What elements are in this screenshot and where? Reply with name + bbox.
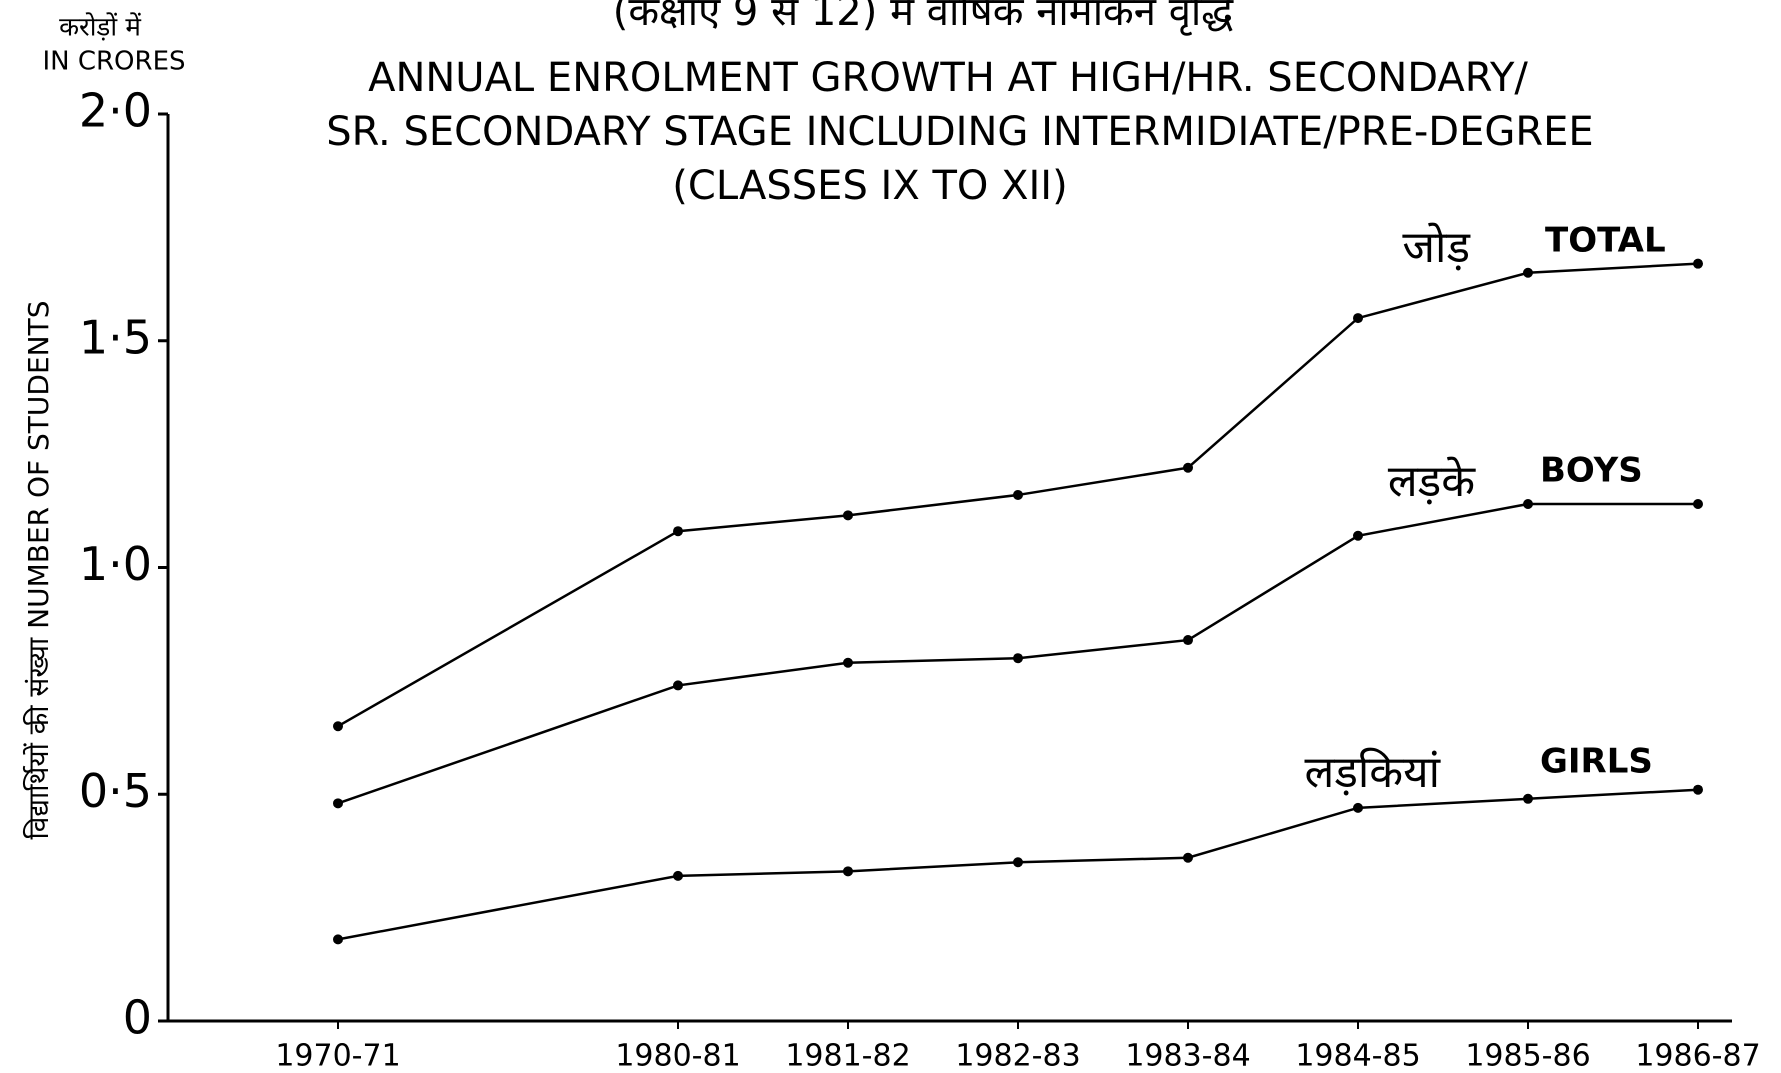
line bbox=[337, 788, 1699, 941]
point bbox=[1523, 499, 1533, 510]
x-tick-label: 1982-83 bbox=[955, 1039, 1080, 1073]
x-tick-label: 1980-81 bbox=[615, 1039, 740, 1073]
point bbox=[1183, 635, 1193, 646]
x-tick-label: 1981-82 bbox=[785, 1039, 910, 1073]
point bbox=[1693, 784, 1703, 795]
chart-title-hindi: (कक्षाएं 9 से 12) में वार्षिक नामांकन वृ… bbox=[613, 0, 1235, 36]
point bbox=[1693, 258, 1703, 269]
series-label: GIRLS bbox=[1540, 742, 1653, 782]
series-label-hindi: लड़के bbox=[1388, 456, 1476, 507]
point bbox=[1013, 857, 1023, 868]
chart-title: SR. SECONDARY STAGE INCLUDING INTERMIDIA… bbox=[326, 109, 1593, 155]
x-tick-label: 1985-86 bbox=[1465, 1039, 1590, 1073]
y-tick-label: 2·0 bbox=[79, 84, 152, 138]
series-label: TOTAL bbox=[1545, 221, 1666, 261]
line bbox=[337, 262, 1699, 728]
point bbox=[333, 798, 343, 809]
point bbox=[1013, 653, 1023, 664]
point bbox=[1353, 530, 1363, 541]
x-tick-label: 1984-85 bbox=[1295, 1039, 1420, 1073]
point bbox=[1353, 313, 1363, 324]
series-label-hindi: लड़कियां bbox=[1305, 747, 1442, 798]
chart-title: (CLASSES IX TO XII) bbox=[672, 163, 1067, 209]
y-axis-label: विद्यार्थियों की संख्या NUMBER OF STUDEN… bbox=[22, 301, 55, 840]
series-label: BOYS bbox=[1540, 451, 1643, 491]
point bbox=[333, 934, 343, 945]
x-tick-label: 1970-71 bbox=[275, 1039, 400, 1073]
line bbox=[337, 502, 1698, 805]
unit-label-hindi: करोड़ों में bbox=[59, 12, 141, 43]
point bbox=[673, 526, 683, 537]
series-label-hindi: जोड़ bbox=[1402, 222, 1470, 273]
y-tick-label: 0 bbox=[123, 991, 152, 1045]
point bbox=[1183, 852, 1193, 863]
point bbox=[1353, 802, 1363, 813]
point bbox=[1523, 793, 1533, 804]
x-tick-label: 1983-84 bbox=[1125, 1039, 1250, 1073]
x-tick-label: 1986-87 bbox=[1635, 1039, 1760, 1073]
point bbox=[673, 870, 683, 881]
point bbox=[673, 680, 683, 691]
chart-title: ANNUAL ENROLMENT GROWTH AT HIGH/HR. SECO… bbox=[368, 55, 1528, 101]
y-tick-label: 1·5 bbox=[79, 310, 152, 364]
point bbox=[333, 721, 343, 732]
point bbox=[843, 866, 853, 877]
point bbox=[843, 657, 853, 668]
unit-label: IN CRORES bbox=[42, 47, 185, 77]
y-tick-label: 1·0 bbox=[79, 537, 152, 591]
y-tick-label: 0·5 bbox=[79, 764, 152, 818]
point bbox=[1183, 462, 1193, 473]
point bbox=[1013, 489, 1023, 500]
point bbox=[1523, 267, 1533, 278]
point bbox=[843, 510, 853, 521]
point bbox=[1693, 499, 1703, 510]
